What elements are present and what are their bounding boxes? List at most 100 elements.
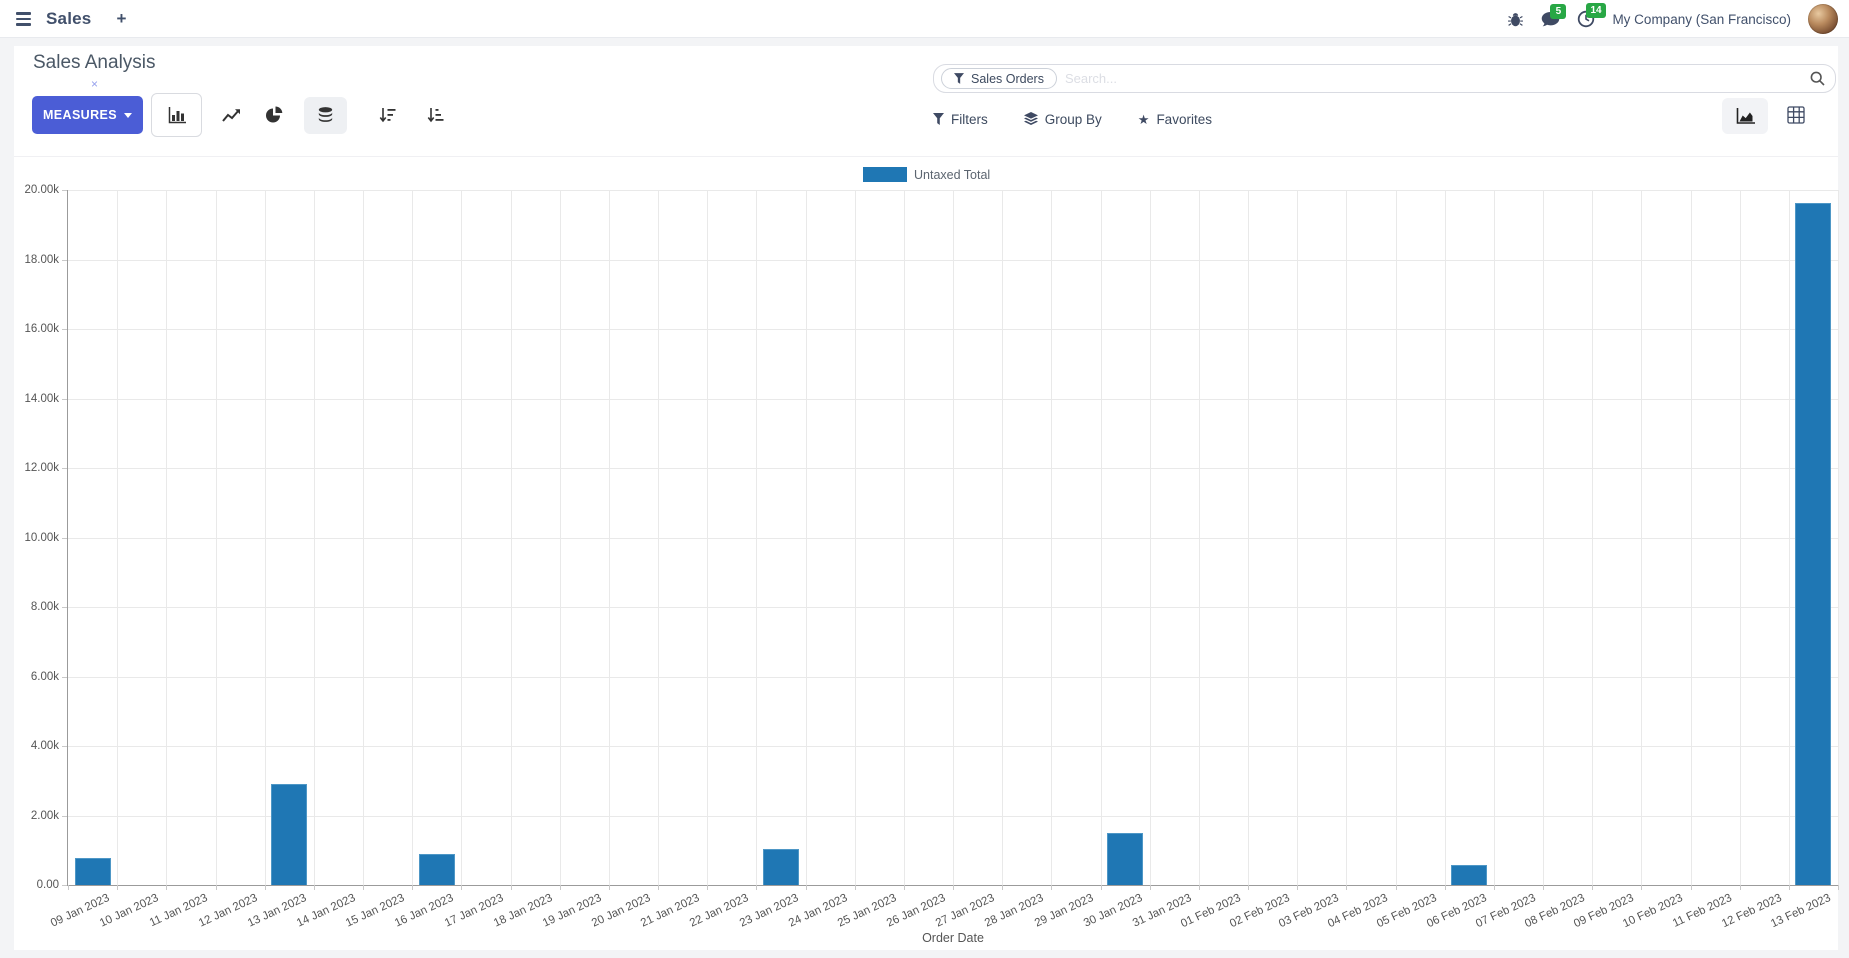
sort-desc-icon — [379, 107, 395, 122]
x-axis-tick — [1690, 885, 1692, 890]
x-axis-tick — [1543, 885, 1544, 890]
search-facet-sales-orders[interactable]: Sales Orders — [941, 68, 1057, 89]
x-axis-tick — [608, 885, 610, 890]
x-axis-tick — [805, 885, 807, 890]
search-icon[interactable] — [1810, 71, 1825, 86]
y-axis-tick — [62, 885, 67, 886]
gridline-vertical — [1248, 190, 1249, 885]
debug-bug-icon[interactable] — [1507, 11, 1524, 28]
messages-count-badge: 5 — [1550, 3, 1567, 19]
company-switcher[interactable]: My Company (San Francisco) — [1612, 11, 1791, 27]
bar-chart-icon — [168, 106, 186, 123]
gridline-vertical — [1641, 190, 1643, 885]
x-axis-tick — [1248, 885, 1249, 890]
app-name[interactable]: Sales — [46, 9, 92, 28]
y-axis-label: 8.00k — [30, 601, 59, 613]
bar[interactable] — [271, 784, 308, 885]
y-axis-tick — [62, 676, 67, 678]
gridline-vertical — [363, 190, 364, 885]
measures-button[interactable]: MEASURES — [32, 96, 143, 134]
chart-legend[interactable]: Untaxed Total — [863, 167, 990, 182]
y-axis-tick — [62, 398, 67, 400]
bar-chart-plot: Order Date 0.00 2.00k 4.00k 6.00k 8.00k 10.00… — [24, 184, 1839, 945]
x-axis-tick — [1739, 885, 1741, 890]
stacked-toggle-button[interactable] — [304, 97, 347, 134]
x-axis-tick — [1346, 885, 1348, 890]
y-axis-label: 0.00 — [36, 879, 59, 891]
x-axis-tick — [461, 885, 463, 890]
y-axis-tick — [62, 468, 67, 469]
x-axis-tick — [363, 885, 364, 890]
y-axis-label: 18.00k — [24, 253, 59, 266]
gridline-vertical — [1739, 190, 1741, 885]
favorites-menu[interactable]: ★ Favorites — [1137, 111, 1212, 127]
group-by-menu[interactable]: Group By — [1023, 112, 1102, 127]
gridline-vertical — [1100, 190, 1102, 885]
gridline-vertical — [1493, 190, 1495, 885]
x-axis-title: Order Date — [922, 931, 984, 945]
x-axis-tick — [313, 885, 315, 890]
x-axis-tick — [756, 885, 758, 890]
gridline-vertical — [707, 190, 709, 885]
bar[interactable] — [1795, 202, 1832, 885]
bar[interactable] — [1451, 864, 1488, 885]
messages-icon[interactable]: 5 — [1541, 3, 1567, 28]
search-input[interactable] — [1064, 71, 1810, 86]
gridline-vertical — [1690, 190, 1692, 885]
bar[interactable] — [1107, 833, 1144, 885]
new-tab-plus-icon[interactable]: + — [116, 9, 127, 28]
x-axis-tick — [1838, 885, 1839, 890]
view-switch-pivot-button[interactable] — [1776, 100, 1816, 130]
page-title: Sales Analysis — [33, 52, 156, 73]
sort-ascending-button[interactable] — [414, 100, 456, 130]
hamburger-menu-icon[interactable] — [16, 12, 31, 26]
gridline-vertical — [1543, 190, 1544, 885]
y-axis-label: 2.00k — [30, 809, 59, 822]
x-axis-tick — [1788, 885, 1790, 890]
y-axis-tick — [62, 329, 67, 330]
x-axis-tick — [658, 885, 659, 890]
x-axis-tick — [1592, 885, 1594, 890]
bar[interactable] — [762, 849, 799, 885]
chart-type-line-button[interactable] — [211, 100, 253, 130]
gridline-vertical — [1838, 190, 1839, 885]
x-axis-tick — [1493, 885, 1495, 890]
search-bar[interactable]: Sales Orders — [933, 64, 1836, 93]
gridline-vertical — [608, 190, 610, 885]
bar[interactable] — [74, 857, 111, 885]
pivot-table-icon — [1787, 106, 1805, 124]
gridline-vertical — [1395, 190, 1397, 885]
x-axis-tick — [953, 885, 954, 890]
gridline-vertical — [854, 190, 856, 885]
x-axis-tick — [510, 885, 512, 890]
gridline-vertical — [559, 190, 561, 885]
activities-clock-icon[interactable]: 14 — [1577, 3, 1606, 28]
view-switch-graph-button[interactable] — [1722, 98, 1768, 134]
chart-type-bar-button[interactable] — [151, 93, 202, 137]
top-navbar: Sales + 5 14 My Company (San Francisco) — [0, 0, 1849, 38]
pie-chart-icon — [266, 106, 283, 123]
layers-icon — [1023, 112, 1038, 125]
x-axis-tick — [412, 885, 414, 890]
content-card: Sales Analysis MEASURES — [14, 46, 1839, 950]
gridline-vertical — [166, 190, 168, 885]
gridline-vertical — [658, 190, 659, 885]
y-axis-tick — [62, 190, 67, 191]
control-panel: Sales Analysis MEASURES — [14, 46, 1838, 157]
gridline-vertical — [412, 190, 414, 885]
gridline-vertical — [953, 190, 954, 885]
gridline-vertical — [756, 190, 758, 885]
legend-label: Untaxed Total — [914, 167, 991, 182]
bar[interactable] — [418, 854, 455, 885]
sort-descending-button[interactable] — [366, 100, 408, 130]
chart-type-pie-button[interactable] — [254, 100, 294, 130]
user-avatar[interactable] — [1808, 4, 1838, 34]
y-axis-label: 20.00k — [24, 184, 59, 196]
filters-menu[interactable]: Filters — [933, 112, 988, 127]
gridline-vertical — [264, 190, 266, 885]
legend-swatch — [863, 167, 907, 182]
x-axis-tick — [707, 885, 709, 890]
facet-remove-icon[interactable]: × — [91, 77, 99, 91]
line-chart-icon — [222, 109, 240, 122]
y-axis-tick — [62, 815, 67, 817]
